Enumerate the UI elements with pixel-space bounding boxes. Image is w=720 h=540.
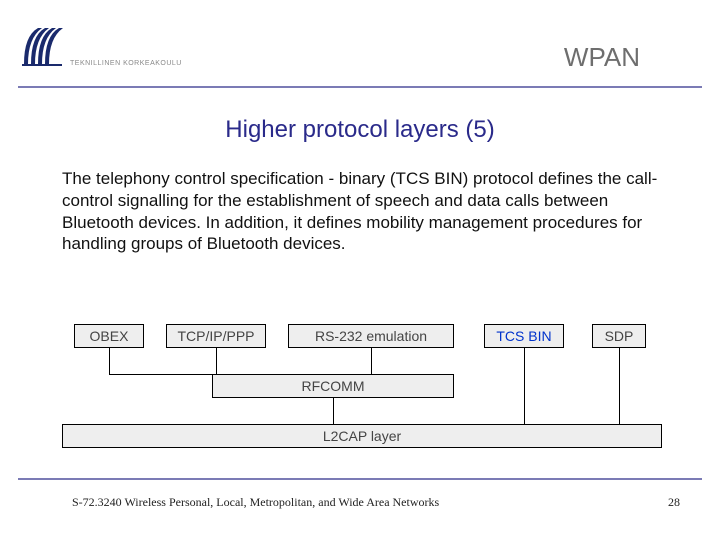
footer-course: S-72.3240 Wireless Personal, Local, Metr… [72,495,439,510]
footer-divider [18,478,702,480]
university-name: TEKNILLINEN KORKEAKOULU [70,60,182,67]
box-obex: OBEX [74,324,144,348]
box-label: SDP [605,328,634,344]
box-rfcomm: RFCOMM [212,374,454,398]
box-rs232: RS-232 emulation [288,324,454,348]
connector [109,374,212,375]
connector [371,348,372,374]
connector [619,348,620,424]
box-l2cap: L2CAP layer [62,424,662,448]
university-logo-icon [20,24,64,68]
header: TEKNILLINEN KORKEAKOULU WPAN [0,28,720,90]
connector [333,398,334,424]
slide-title: Higher protocol layers (5) [0,116,720,144]
box-label: RFCOMM [302,378,365,394]
slide: TEKNILLINEN KORKEAKOULU WPAN Higher prot… [0,0,720,540]
header-divider [18,86,702,88]
connector [216,348,217,374]
connector [524,348,525,424]
protocol-stack-diagram: OBEX TCP/IP/PPP RS-232 emulation TCS BIN… [62,324,662,454]
box-sdp: SDP [592,324,646,348]
box-label: RS-232 emulation [315,328,427,344]
box-label: L2CAP layer [323,428,401,444]
box-label: TCP/IP/PPP [177,328,254,344]
body-paragraph: The telephony control specification - bi… [62,168,662,255]
box-tcsbin: TCS BIN [484,324,564,348]
box-tcpip: TCP/IP/PPP [166,324,266,348]
connector [109,348,110,374]
header-topic: WPAN [564,42,640,73]
box-label: TCS BIN [496,328,551,344]
box-label: OBEX [90,328,129,344]
page-number: 28 [668,495,680,510]
